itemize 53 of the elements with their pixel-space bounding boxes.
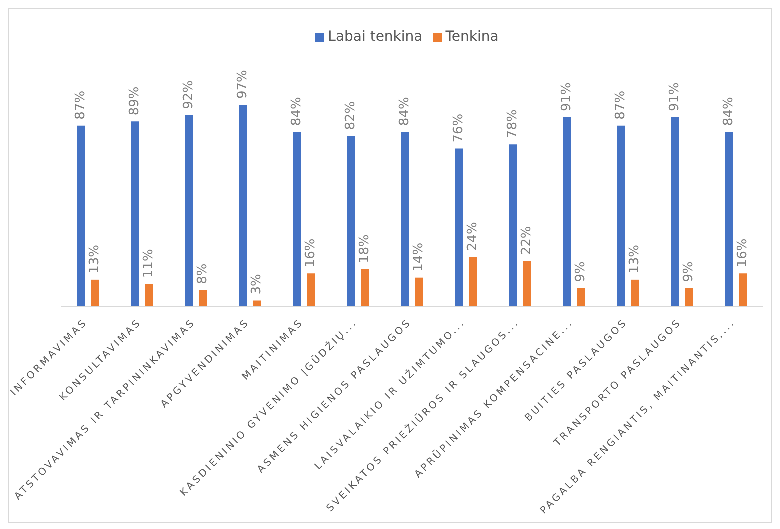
bar bbox=[415, 278, 423, 307]
bar bbox=[185, 115, 193, 307]
data-label: 8% bbox=[196, 264, 210, 284]
bar bbox=[469, 257, 477, 307]
data-label: 3% bbox=[250, 274, 264, 295]
bar bbox=[401, 132, 409, 307]
bar bbox=[361, 270, 369, 307]
data-label: 78% bbox=[506, 110, 520, 139]
data-label: 91% bbox=[560, 82, 574, 112]
legend-label: Labai tenkina bbox=[328, 29, 423, 45]
bar bbox=[347, 136, 355, 307]
data-label: 87% bbox=[74, 90, 88, 120]
bar bbox=[563, 117, 571, 307]
bar bbox=[739, 274, 747, 307]
bar bbox=[577, 288, 585, 307]
bar bbox=[307, 274, 315, 307]
data-label: 76% bbox=[452, 114, 466, 143]
data-label: 87% bbox=[614, 90, 628, 120]
data-label: 91% bbox=[668, 82, 682, 112]
data-label: 13% bbox=[88, 245, 102, 274]
data-label: 82% bbox=[344, 101, 358, 130]
data-label: 89% bbox=[128, 86, 142, 116]
bar bbox=[617, 126, 625, 307]
data-label: 14% bbox=[412, 242, 426, 272]
data-label: 24% bbox=[466, 222, 480, 252]
bar bbox=[199, 290, 207, 307]
bar bbox=[293, 132, 301, 307]
bar bbox=[145, 284, 153, 307]
data-label: 97% bbox=[236, 70, 250, 99]
data-label: 18% bbox=[358, 234, 372, 264]
legend-label: Tenkina bbox=[446, 29, 499, 45]
bar bbox=[671, 117, 679, 307]
data-label: 84% bbox=[722, 97, 736, 126]
data-label: 9% bbox=[682, 262, 696, 282]
data-label: 11% bbox=[142, 249, 156, 278]
data-label: 84% bbox=[398, 97, 412, 126]
data-label: 13% bbox=[628, 245, 642, 274]
bar bbox=[509, 144, 517, 307]
bar bbox=[523, 261, 531, 307]
data-label: 92% bbox=[182, 80, 196, 110]
bar bbox=[91, 280, 99, 307]
bar bbox=[685, 288, 693, 307]
data-label: 9% bbox=[574, 262, 588, 282]
data-label: 22% bbox=[520, 226, 534, 256]
bar bbox=[455, 148, 463, 307]
data-label: 16% bbox=[304, 238, 318, 268]
bar bbox=[725, 132, 733, 307]
data-label: 16% bbox=[736, 238, 750, 268]
data-label: 84% bbox=[290, 97, 304, 126]
bar bbox=[77, 126, 85, 307]
bar bbox=[631, 280, 639, 307]
bar bbox=[131, 122, 139, 307]
bar bbox=[239, 105, 247, 307]
